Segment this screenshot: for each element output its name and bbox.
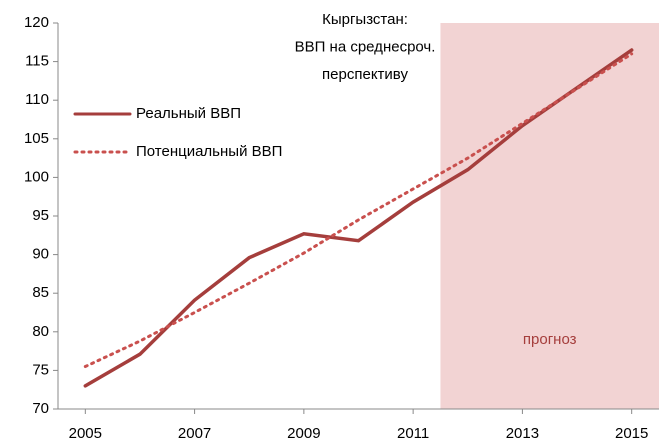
x-tick-label: 2011 (397, 425, 429, 442)
y-tick-label: 120 (24, 14, 49, 31)
legend-label: Реальный ВВП (136, 105, 241, 122)
x-tick-label: 2015 (615, 425, 648, 442)
forecast-region (440, 23, 659, 409)
series-line (83, 52, 634, 369)
y-tick-label: 110 (25, 91, 49, 108)
y-tick-label: 85 (32, 284, 49, 301)
x-tick-label: 2009 (287, 425, 320, 442)
y-tick-label: 70 (32, 400, 49, 417)
y-tick-label: 95 (32, 207, 49, 224)
y-tick-label: 115 (25, 53, 49, 70)
x-tick-label: 2007 (178, 425, 211, 442)
x-tick-label: 2005 (69, 425, 102, 442)
chart-title: Кыргызстан: (322, 11, 408, 28)
forecast-label: прогноз (523, 331, 577, 348)
y-tick-label: 90 (32, 246, 49, 263)
y-tick-label: 105 (24, 130, 49, 147)
chart-title: перспективу (322, 66, 408, 83)
y-tick-label: 100 (24, 168, 49, 185)
legend-label: Потенциальный ВВП (136, 143, 282, 160)
x-tick-label: 2013 (506, 425, 539, 442)
y-tick-label: 80 (32, 323, 49, 340)
chart-title: ВВП на среднесроч. (295, 38, 436, 55)
series-line (83, 48, 634, 388)
y-tick-label: 75 (32, 361, 49, 378)
